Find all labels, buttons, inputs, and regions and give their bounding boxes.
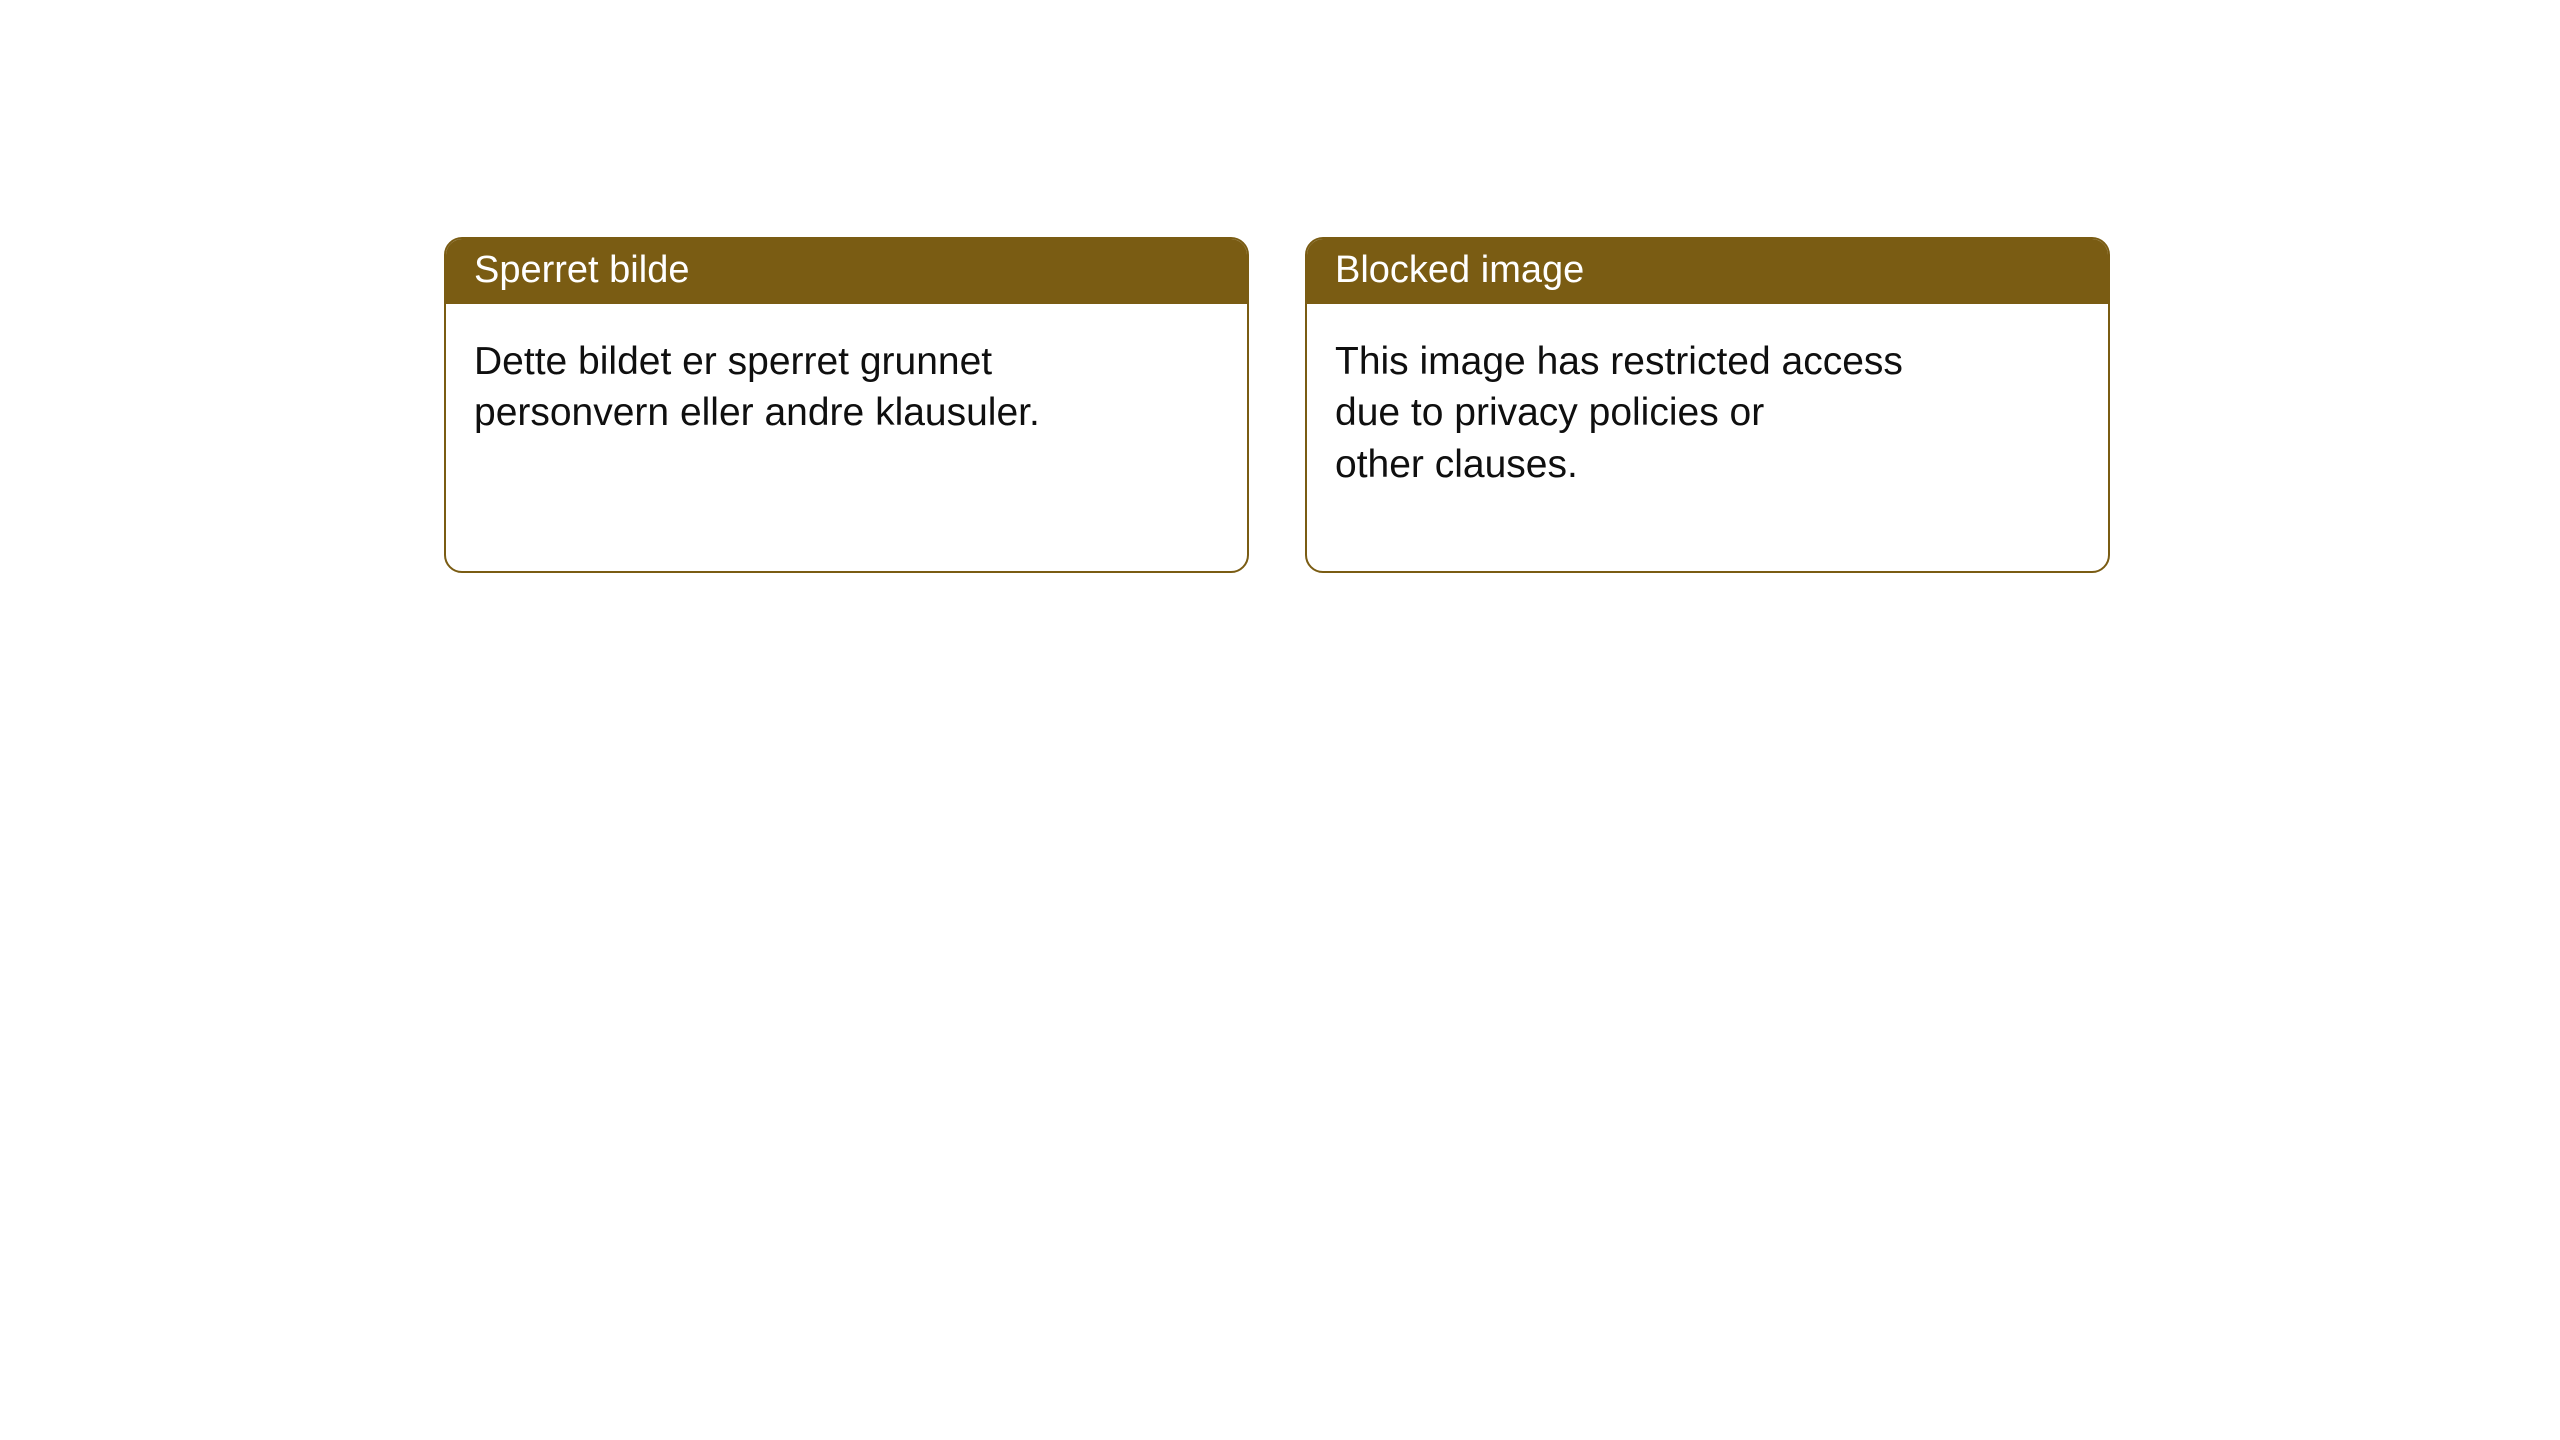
notice-body: Dette bildet er sperret grunnet personve… xyxy=(446,304,1126,467)
notice-card-norwegian: Sperret bilde Dette bildet er sperret gr… xyxy=(444,237,1249,573)
notice-header: Blocked image xyxy=(1307,239,2108,304)
notice-header: Sperret bilde xyxy=(446,239,1247,304)
notice-card-english: Blocked image This image has restricted … xyxy=(1305,237,2110,573)
notice-body: This image has restricted access due to … xyxy=(1307,304,1987,518)
notice-container: Sperret bilde Dette bildet er sperret gr… xyxy=(0,0,2560,573)
